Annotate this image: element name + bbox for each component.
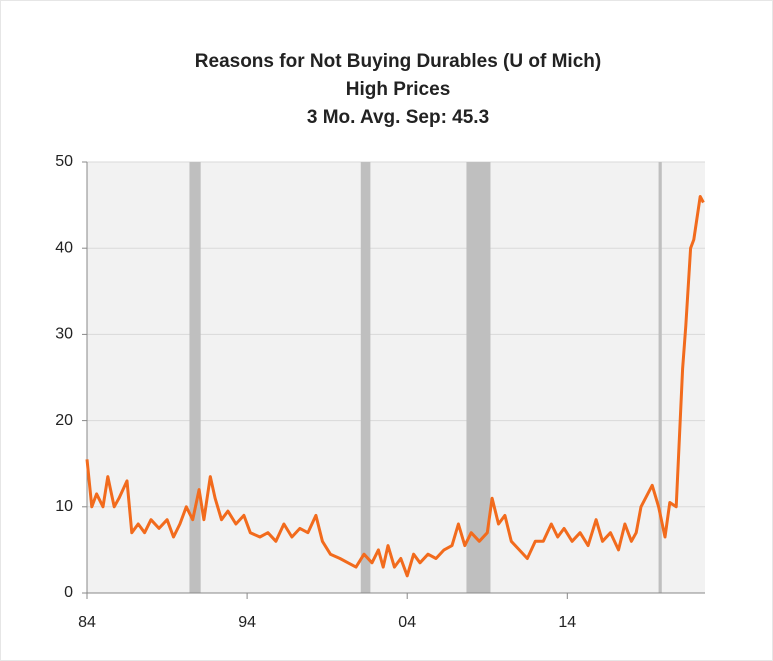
chart-subtitle: High Prices — [346, 79, 451, 100]
y-tick-label: 10 — [55, 498, 73, 515]
y-tick-label: 50 — [55, 153, 73, 170]
x-tick-label: 04 — [398, 614, 416, 631]
y-tick-label: 0 — [64, 584, 73, 601]
line-series — [85, 195, 705, 578]
recession-band — [360, 162, 371, 593]
plot-area — [87, 162, 705, 593]
recession-band — [658, 162, 662, 593]
y-tick-label: 30 — [55, 326, 73, 343]
recession-band — [189, 162, 201, 593]
recession-band — [466, 162, 491, 593]
annotation: 3 Mo. Avg. Sep: 45.3 — [307, 107, 489, 128]
x-tick-label: 84 — [78, 614, 96, 631]
y-tick-label: 40 — [55, 239, 73, 256]
x-tick-label: 94 — [238, 614, 256, 631]
y-tick-label: 20 — [55, 412, 73, 429]
chart-title: Reasons for Not Buying Durables (U of Mi… — [195, 51, 601, 72]
x-tick-label: 14 — [558, 614, 576, 631]
